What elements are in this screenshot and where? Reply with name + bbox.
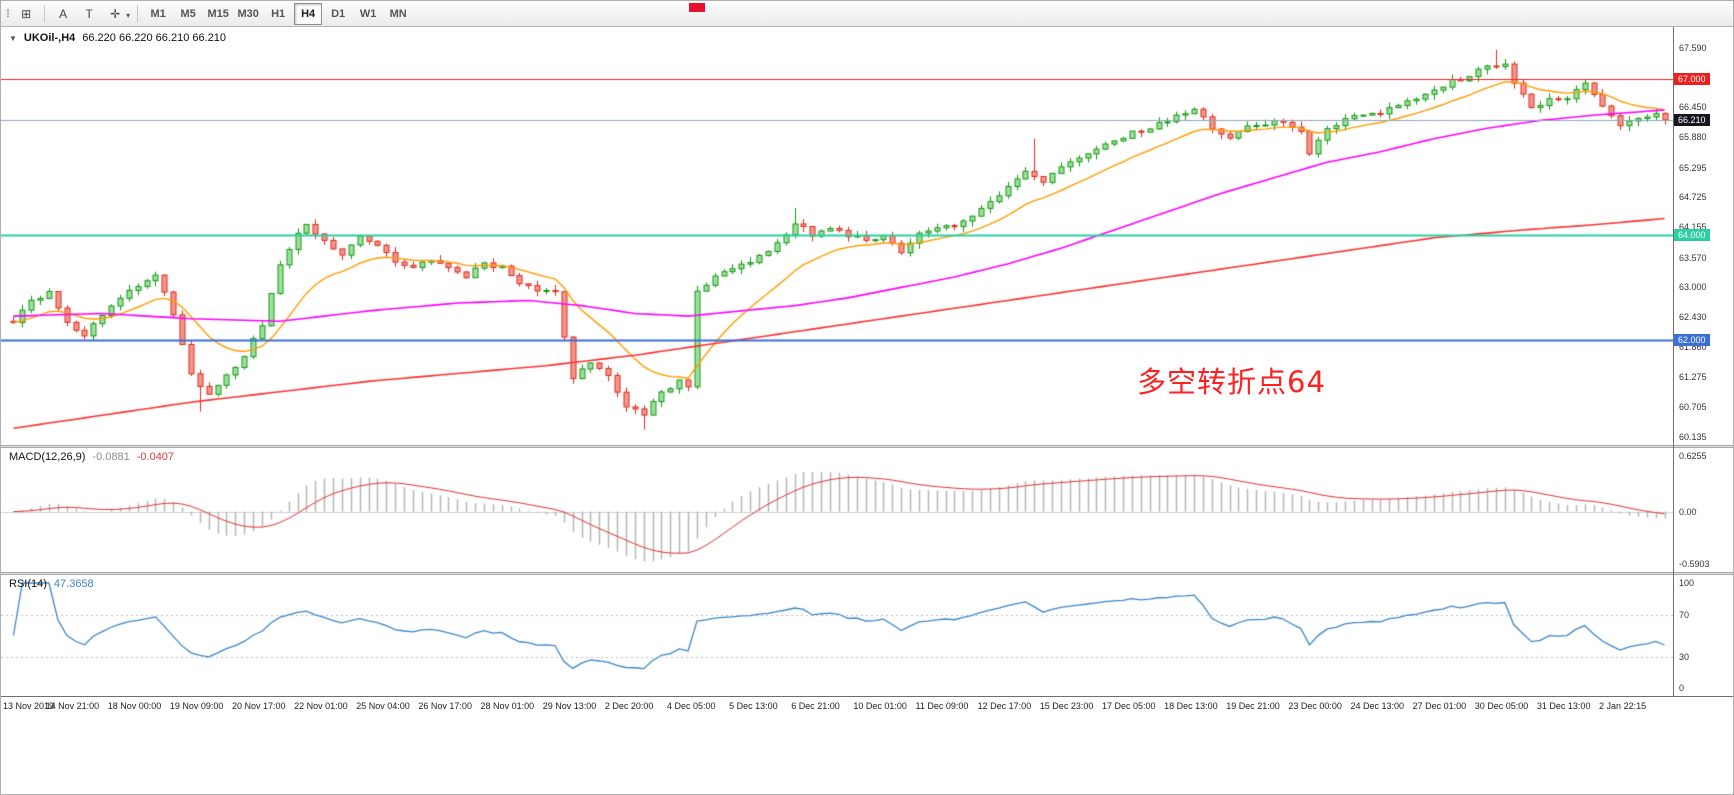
tf-m5-button[interactable]: M5 [180, 7, 196, 20]
price-axis-label: 65.880 [1679, 132, 1707, 143]
price-chart-title: ▼ UKOil-,H4 66.220 66.220 66.210 66.210 [9, 32, 226, 44]
toolbar-icon-group: ⊞ A T ✛ ▾ [13, 3, 132, 25]
toolbar-separator [44, 4, 46, 22]
time-label: 13 Nov 2019 [3, 701, 55, 711]
macd-main-value: -0.0881 [92, 451, 130, 463]
time-label: 28 Nov 01:00 [480, 701, 535, 711]
time-axis[interactable]: 13 Nov 2019 14 Nov 21:00 18 Nov 00:00 19 No… [1, 696, 1733, 716]
time-label: 6 Dec 21:00 [791, 701, 840, 711]
time-label: 25 Nov 04:00 [356, 701, 410, 711]
price-axis-label: 64.725 [1679, 192, 1707, 203]
rsi-panel-canvas[interactable] [1, 575, 1673, 696]
macd-axis-label: 0.00 [1679, 506, 1697, 517]
tf-m30-button[interactable]: M30 [237, 7, 259, 20]
rsi-axis-label: 70 [1679, 609, 1690, 620]
price-axis[interactable]: 67.590 66.450 65.880 65.295 64.725 64.155 63.5… [1674, 27, 1733, 445]
time-label: 5 Dec 13:00 [729, 701, 778, 711]
rsi-title: RSI(14) 47.3658 [9, 578, 94, 590]
time-label: 14 Nov 21:00 [45, 701, 100, 711]
time-label: 11 Dec 09:00 [915, 701, 969, 711]
time-label: 26 Nov 17:00 [418, 701, 472, 711]
macd-panel-canvas[interactable] [1, 448, 1673, 572]
time-label: 18 Dec 13:00 [1164, 701, 1218, 711]
panel-splitter[interactable] [1, 445, 1733, 448]
macd-axis-label: -0.5903 [1679, 559, 1710, 570]
tf-d1-button[interactable]: D1 [331, 7, 346, 20]
toolbar-drag-handle-icon[interactable]: ⁞⁞ [6, 7, 10, 20]
price-axis-label: 63.570 [1679, 252, 1707, 263]
crosshair-icon[interactable]: ✛ [110, 6, 121, 21]
rsi-axis-label: 100 [1679, 578, 1695, 588]
dropdown-caret-icon[interactable]: ▾ [126, 10, 131, 20]
macd-axis-label: 0.6255 [1679, 451, 1707, 462]
toolbar: ⁞⁞ ⊞ A T ✛ ▾ M1 M5 M15 M30 H1 H4 D1 W1 MN [1, 1, 1733, 27]
tf-m1-button[interactable]: M1 [150, 7, 166, 20]
time-label: 4 Dec 05:00 [666, 701, 716, 711]
price-tag: 62.000 [1674, 333, 1710, 346]
rsi-label: RSI(14) [9, 578, 47, 590]
price-tag: 64.000 [1674, 229, 1710, 242]
time-label: 19 Nov 09:00 [169, 701, 224, 711]
ohlc-values: 66.220 66.220 66.210 66.210 [82, 32, 227, 44]
time-label: 10 Dec 01:00 [853, 701, 907, 711]
macd-signal-value: -0.0407 [136, 451, 175, 463]
price-chart-canvas[interactable] [1, 27, 1673, 445]
price-axis-label: 65.295 [1679, 162, 1707, 173]
time-label: 19 Dec 21:00 [1226, 701, 1280, 711]
macd-label: MACD(12,26,9) [9, 451, 86, 463]
type-tool-icon[interactable]: T [85, 6, 93, 21]
rsi-axis-label: 0 [1679, 683, 1685, 693]
time-label: 27 Dec 01:00 [1412, 701, 1467, 711]
chart-caret-icon: ▼ [9, 34, 17, 43]
tf-h4-button[interactable]: H4 [294, 2, 323, 25]
tf-m15-button[interactable]: M15 [207, 7, 229, 20]
panel-splitter[interactable] [1, 572, 1733, 575]
time-label: 22 Nov 01:00 [294, 701, 348, 711]
chart-annotation[interactable]: 多空转折点64 [1137, 365, 1326, 399]
price-axis-label: 61.860 [1679, 341, 1707, 352]
price-axis-label: 60.705 [1679, 402, 1707, 413]
time-label: 23 Dec 00:00 [1288, 701, 1342, 711]
time-label: 31 Dec 13:00 [1536, 701, 1591, 711]
price-axis-label: 66.450 [1679, 102, 1707, 113]
time-label: 20 Nov 17:00 [231, 701, 286, 711]
axis-border [1673, 27, 1674, 716]
time-label: 18 Nov 00:00 [107, 701, 162, 711]
tf-mn-button[interactable]: MN [389, 7, 407, 20]
price-axis-label: 60.135 [1679, 431, 1707, 442]
toolbar-separator [137, 5, 139, 22]
price-axis-label: 64.155 [1679, 222, 1707, 233]
tf-h1-button[interactable]: H1 [271, 7, 286, 20]
time-label: 12 Dec 17:00 [977, 701, 1032, 711]
tf-w1-button[interactable]: W1 [359, 7, 377, 20]
time-label: 15 Dec 23:00 [1039, 701, 1094, 711]
annotation-text-icon[interactable]: A [59, 6, 68, 21]
macd-axis[interactable]: 0.6255 0.00 -0.5903 [1674, 448, 1733, 572]
red-indicator-icon [689, 3, 705, 12]
price-tag: 67.000 [1674, 72, 1710, 85]
macd-title: MACD(12,26,9) -0.0881 -0.0407 [9, 451, 174, 463]
price-axis-label: 62.430 [1679, 312, 1707, 323]
symbol-label: UKOil-,H4 [23, 32, 76, 44]
rsi-axis[interactable]: 100 70 30 0 [1674, 575, 1733, 696]
timeframe-group: M1 M5 M15 M30 H1 H4 D1 W1 MN [143, 2, 413, 25]
rsi-value: 47.3658 [53, 578, 94, 590]
price-tag: 66.210 [1674, 113, 1710, 126]
time-label: 30 Dec 05:00 [1474, 701, 1529, 711]
time-label: 2 Jan 22:15 [1599, 701, 1647, 711]
price-axis-label: 63.000 [1679, 282, 1707, 293]
rsi-axis-label: 30 [1679, 651, 1690, 662]
time-label: 17 Dec 05:00 [1101, 701, 1156, 711]
time-label: 2 Dec 20:00 [604, 701, 654, 711]
time-label: 29 Nov 13:00 [542, 701, 597, 711]
price-axis-label: 67.590 [1679, 42, 1707, 53]
time-label: 24 Dec 13:00 [1350, 701, 1405, 711]
chart-grid-icon[interactable]: ⊞ [21, 6, 32, 21]
price-axis-label: 61.275 [1679, 372, 1707, 383]
